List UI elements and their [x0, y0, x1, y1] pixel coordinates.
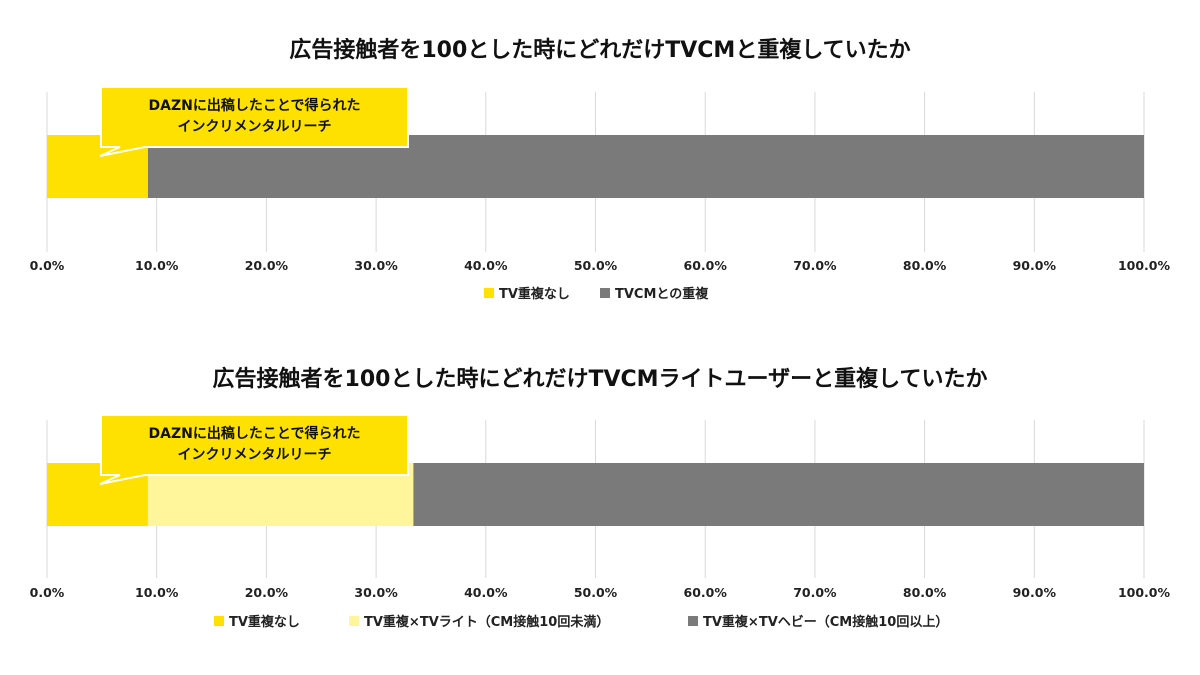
callout-text: DAZNに出稿したことで得られた	[149, 425, 361, 442]
legend-swatch	[688, 616, 698, 626]
x-tick-label: 20.0%	[245, 585, 289, 600]
x-tick-label: 90.0%	[1013, 258, 1057, 273]
chart-1: 広告接触者を100とした時にどれだけTVCMと重複していたか 0.0% 10.0% 2…	[30, 37, 1171, 302]
x-tick-label: 100.0%	[1118, 585, 1171, 600]
x-tick-label: 30.0%	[354, 585, 398, 600]
x-tick-label: 0.0%	[30, 258, 65, 273]
legend-label: TV重複×TVライト（CM接触10回未満）	[364, 614, 609, 630]
x-tick-label: 10.0%	[135, 585, 179, 600]
x-tick-label: 40.0%	[464, 585, 508, 600]
legend-label: TV重複なし	[229, 614, 300, 630]
callout-text: インクリメンタルリーチ	[178, 447, 332, 463]
legend-swatch	[484, 288, 494, 298]
x-tick-label: 80.0%	[903, 585, 947, 600]
bar-segment-3	[413, 463, 1144, 526]
callout-text: インクリメンタルリーチ	[178, 119, 332, 135]
x-tick-label: 10.0%	[135, 258, 179, 273]
callout-box	[99, 414, 409, 485]
legend-label: TV重複なし	[499, 286, 570, 302]
x-tick-label: 90.0%	[1013, 585, 1057, 600]
legend-label: TV重複×TVヘビー（CM接触10回以上）	[703, 614, 948, 630]
legend-swatch	[349, 616, 359, 626]
legend-swatch	[214, 616, 224, 626]
chart-title: 広告接触者を100とした時にどれだけTVCMと重複していたか	[289, 37, 910, 63]
x-tick-label: 100.0%	[1118, 258, 1171, 273]
x-tick-label: 70.0%	[793, 585, 837, 600]
x-tick-label: 0.0%	[30, 585, 65, 600]
x-tick-label: 40.0%	[464, 258, 508, 273]
x-tick-label: 60.0%	[684, 258, 728, 273]
chart-title: 広告接触者を100とした時にどれだけTVCMライトユーザーと重複していたか	[213, 366, 988, 392]
legend-swatch	[600, 288, 610, 298]
x-tick-label: 80.0%	[903, 258, 947, 273]
x-tick-label: 30.0%	[354, 258, 398, 273]
legend-label: TVCMとの重複	[615, 286, 709, 302]
x-tick-label: 50.0%	[574, 585, 618, 600]
x-tick-label: 70.0%	[793, 258, 837, 273]
x-tick-label: 60.0%	[684, 585, 728, 600]
x-tick-label: 50.0%	[574, 258, 618, 273]
x-tick-label: 20.0%	[245, 258, 289, 273]
chart-2: 広告接触者を100とした時にどれだけTVCMライトユーザーと重複していたか 0.0…	[30, 366, 1171, 630]
callout-box	[99, 86, 409, 157]
callout-text: DAZNに出稿したことで得られた	[149, 97, 361, 114]
